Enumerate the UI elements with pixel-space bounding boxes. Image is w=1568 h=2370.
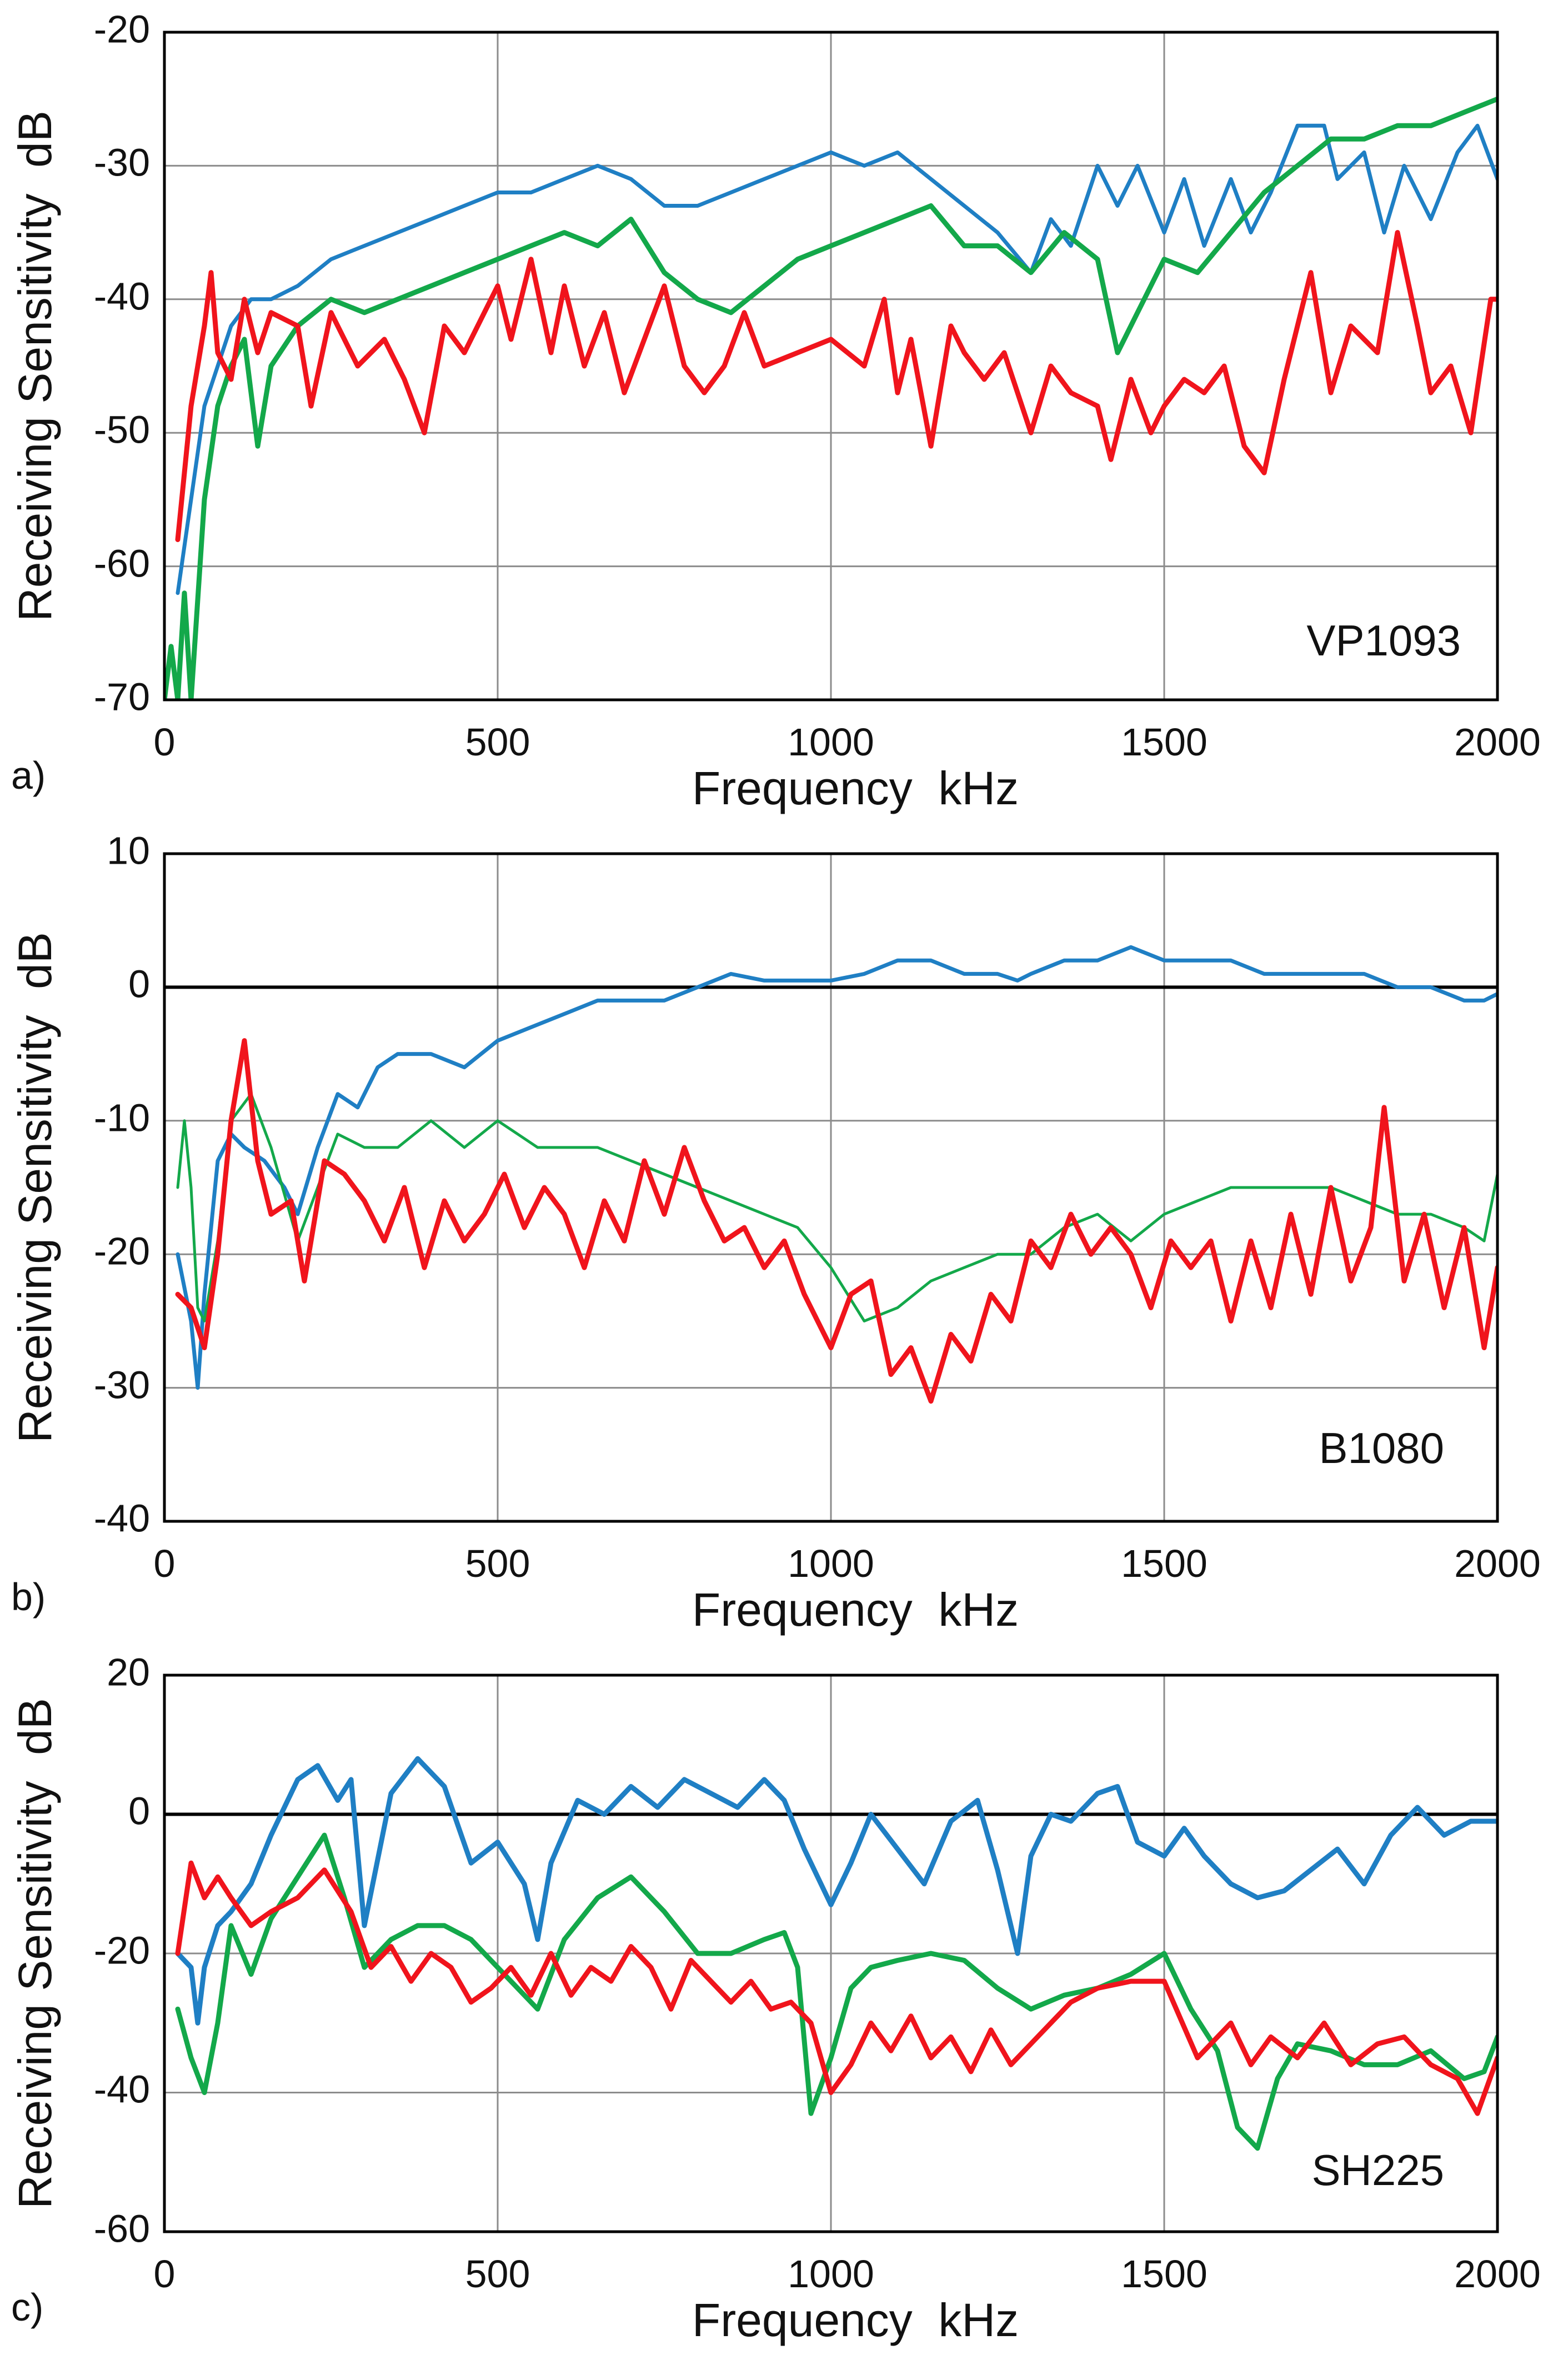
panel-b-x-tick-label: 500 bbox=[465, 1542, 530, 1585]
panel-c-x-axis-title: Frequency kHz bbox=[692, 2294, 1019, 2346]
panel-c-plot-frame bbox=[163, 1673, 1499, 2233]
panel-a-series bbox=[164, 96, 1497, 700]
panel-a-y-tick-label: -70 bbox=[94, 675, 150, 718]
panel-c-x-tick-label: 1500 bbox=[1121, 2252, 1208, 2296]
panel-c: 20 0 -20 -40 -60 0 500 1000 1500 2000 Fr… bbox=[9, 1650, 1541, 2346]
panel-c-x-tick-label: 0 bbox=[154, 2252, 176, 2296]
panel-c-x-tick-label: 500 bbox=[465, 2252, 530, 2296]
panel-c-series-red bbox=[175, 1860, 1497, 2116]
panel-b-series bbox=[175, 945, 1497, 1404]
panel-c-y-axis-title: Receiving Sensitivity dB bbox=[9, 1698, 61, 2209]
panel-a-y-tick-label: -30 bbox=[94, 141, 150, 184]
panel-b-series-green bbox=[176, 1093, 1497, 1322]
panel-a-y-axis-title: Receiving Sensitivity dB bbox=[9, 111, 61, 622]
panel-c-series bbox=[175, 1756, 1497, 2151]
panel-a-x-tick-label: 2000 bbox=[1454, 720, 1541, 764]
panel-b-x-axis-title: Frequency kHz bbox=[692, 1584, 1019, 1636]
panel-c-label: c) bbox=[11, 2286, 43, 2329]
panel-b-model-label: B1080 bbox=[1319, 1424, 1444, 1472]
panel-a-series-red bbox=[175, 230, 1497, 542]
panel-a-y-tick-label: -20 bbox=[94, 7, 150, 51]
panel-a-y-tick-label: -60 bbox=[94, 542, 150, 585]
panel-b-x-tick-label: 0 bbox=[154, 1542, 176, 1585]
panel-c-x-tick-label: 1000 bbox=[788, 2252, 874, 2296]
panel-a-label: a) bbox=[11, 754, 46, 797]
panel-b-x-tick-label: 2000 bbox=[1454, 1542, 1541, 1585]
panel-a-x-tick-label: 1000 bbox=[788, 720, 874, 764]
panel-a-model-label: VP1093 bbox=[1306, 616, 1461, 665]
panel-b-series-blue bbox=[176, 945, 1497, 1390]
panel-a-y-tick-label: -50 bbox=[94, 408, 150, 451]
panel-b-y-tick-label: -30 bbox=[94, 1363, 150, 1406]
panel-c-y-tick-label: -40 bbox=[94, 2067, 150, 2111]
panel-a-series-green bbox=[164, 96, 1497, 700]
panel-c-series-blue bbox=[175, 1756, 1497, 2026]
panel-a-series-blue bbox=[176, 123, 1497, 595]
panel-a-y-tick-label: -40 bbox=[94, 274, 150, 318]
panel-b-plot-frame bbox=[163, 852, 1499, 1523]
panel-a-x-tick-label: 0 bbox=[154, 720, 176, 764]
panel-b-grid bbox=[164, 854, 1497, 1521]
panel-a-x-axis-title: Frequency kHz bbox=[692, 762, 1019, 814]
panel-a: -20 -30 -40 -50 -60 -70 0 500 1000 1500 … bbox=[9, 7, 1541, 814]
panel-b-y-tick-label: 10 bbox=[107, 829, 150, 872]
panel-a-plot-frame bbox=[163, 31, 1499, 702]
panel-b-y-axis-title: Receiving Sensitivity dB bbox=[9, 932, 61, 1443]
panel-b-x-tick-label: 1000 bbox=[788, 1542, 874, 1585]
panel-c-y-tick-label: 20 bbox=[107, 1650, 150, 1693]
panel-b-series-red bbox=[175, 1038, 1497, 1404]
panel-a-x-tick-label: 1500 bbox=[1121, 720, 1208, 764]
panel-b: 10 0 -10 -20 -30 -40 0 500 1000 1500 200… bbox=[9, 829, 1541, 1636]
panel-c-y-tick-label: -20 bbox=[94, 1928, 150, 1972]
panel-c-y-tick-label: 0 bbox=[128, 1789, 150, 1832]
panel-c-model-label: SH225 bbox=[1312, 2146, 1445, 2194]
panel-a-x-tick-label: 500 bbox=[465, 720, 530, 764]
panel-c-y-tick-label: -60 bbox=[94, 2207, 150, 2250]
panel-b-x-tick-label: 1500 bbox=[1121, 1542, 1208, 1585]
panel-b-y-tick-label: -10 bbox=[94, 1096, 150, 1139]
panel-c-series-green bbox=[175, 1832, 1497, 2151]
panel-b-y-tick-label: -40 bbox=[94, 1496, 150, 1540]
panel-b-y-tick-label: -20 bbox=[94, 1229, 150, 1272]
panel-b-label: b) bbox=[11, 1575, 46, 1619]
panel-a-grid bbox=[164, 32, 1497, 700]
panel-b-y-tick-label: 0 bbox=[128, 962, 150, 1005]
panel-c-x-tick-label: 2000 bbox=[1454, 2252, 1541, 2296]
